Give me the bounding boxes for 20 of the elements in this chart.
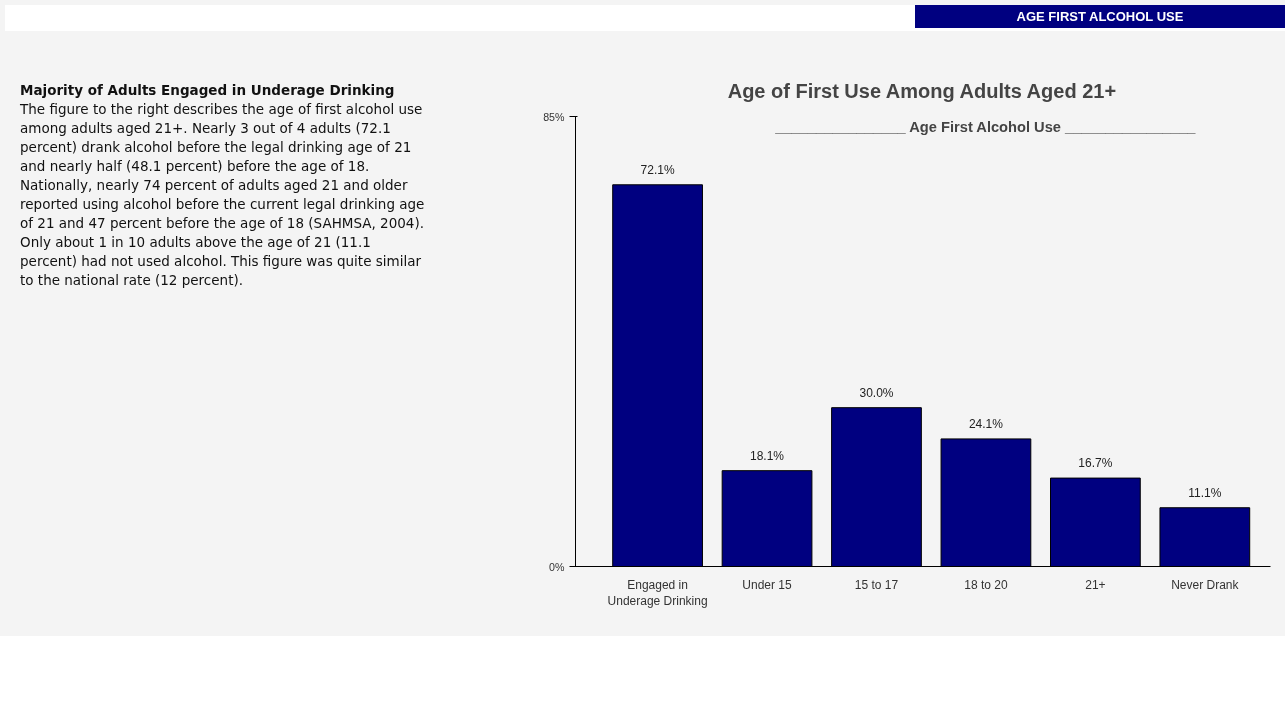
data-label: 72.1%	[640, 162, 675, 177]
x-tick-label: 21+	[1085, 577, 1106, 592]
x-tick-label: Never Drank	[1171, 577, 1240, 592]
data-label: 16.7%	[1078, 456, 1113, 471]
data-label: 11.1%	[1188, 485, 1222, 500]
text: The figure to the right describes the age of first alcohol use among adults aged 21+. Nearly 3 out of 4 adults (72.1 percent) drank alcohol before the legal drinking age of 21 and nearly half (48.1 percent) before the age of 18. Nationally, nearly 74 percent of adults aged 21 and older reported using alcohol before the current legal drinking age of 21 and 47 percent before the age of 18 (SAHMSA, 2004).	[20, 100, 425, 233]
text: Only about 1 in 10 adults above the age of 21 (11.1 percent) had not used alcohol. This figure was quite similar to the national rate (12 percent).	[20, 233, 422, 290]
annotation: ________________ Age First Alcohol Use ________________	[774, 118, 1197, 135]
text: Majority of Adults Engaged in Underage Drinking	[20, 82, 395, 98]
x-tick-label: 15 to 17	[854, 577, 899, 592]
data-label: 30.0%	[859, 385, 894, 400]
x-tick-label: 18 to 20	[964, 577, 1008, 592]
x-tick-label: Engaged in Underage Drinking	[607, 577, 708, 609]
y-tick-label: 85%	[543, 110, 566, 123]
data-label: 24.1%	[968, 416, 1004, 431]
chart-title: Age of First Use Among Adults Aged 21+	[727, 79, 1117, 102]
y-tick-label: 0%	[549, 560, 566, 573]
text: AGE FIRST ALCOHOL USE	[915, 5, 1285, 28]
x-tick-label: Under 15	[742, 577, 793, 592]
data-label: 18.1%	[750, 448, 785, 463]
